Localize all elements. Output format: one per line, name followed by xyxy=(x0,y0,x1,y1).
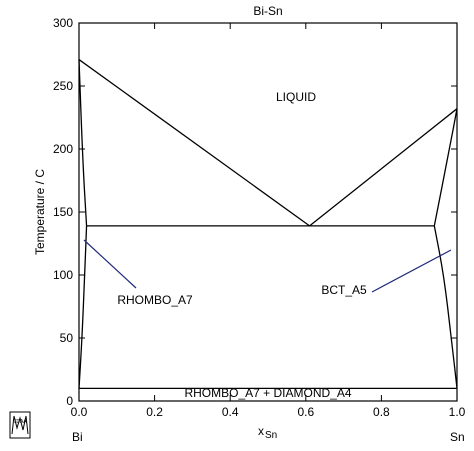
x-axis-label-main: x xyxy=(258,424,264,438)
x-tick-label: 0.4 xyxy=(222,405,239,419)
x-tick-label: 1.0 xyxy=(449,405,466,419)
bct-leader-line xyxy=(371,249,452,293)
x-tick-label: 0.6 xyxy=(297,405,314,419)
x-tick-label: 0.8 xyxy=(373,405,390,419)
rhombo-leader-line xyxy=(83,239,137,289)
y-tick-label: 200 xyxy=(53,142,73,156)
solidus-sn-curve xyxy=(433,108,458,226)
region-label-liquid: LIQUID xyxy=(276,90,316,104)
liquidus-sn-curve xyxy=(309,108,458,227)
y-tick-label: 0 xyxy=(66,394,73,408)
liquidus-bi-curve xyxy=(78,59,310,227)
x-tick-label: 0.2 xyxy=(146,405,163,419)
phase-boundaries xyxy=(78,59,458,390)
x-axis-label: xSn xyxy=(258,424,277,441)
x-tick-label: 0.0 xyxy=(71,405,88,419)
solvus-sn-curve xyxy=(433,225,458,389)
chart-title: Bi-Sn xyxy=(253,4,282,18)
y-tick-label: 300 xyxy=(53,16,73,30)
right-component-label: Sn xyxy=(450,430,465,444)
y-tick-label: 250 xyxy=(53,79,73,93)
software-logo: TDAA xyxy=(9,411,31,439)
axis-ticks: 0.0 0.2 0.4 0.6 0.8 1.0 0 50 100 150 200 250 300 xyxy=(53,16,466,419)
solvus-bi-curve xyxy=(78,225,88,389)
left-component-label: Bi xyxy=(72,430,83,444)
region-label-rhombo: RHOMBO_A7 xyxy=(117,293,193,307)
y-tick-label: 150 xyxy=(53,205,73,219)
plot-frame xyxy=(78,22,458,402)
y-axis-label: Temperature / C xyxy=(33,169,47,255)
region-label-bct: BCT_A5 xyxy=(321,283,367,297)
region-label-bottom: RHOMBO_A7 + DIAMOND_A4 xyxy=(184,386,351,400)
y-tick-label: 50 xyxy=(60,331,74,345)
solidus-bi-curve xyxy=(78,59,88,226)
logo-text: TDAA xyxy=(13,419,27,425)
y-tick-label: 100 xyxy=(53,268,73,282)
x-axis-label-sub: Sn xyxy=(265,430,277,441)
